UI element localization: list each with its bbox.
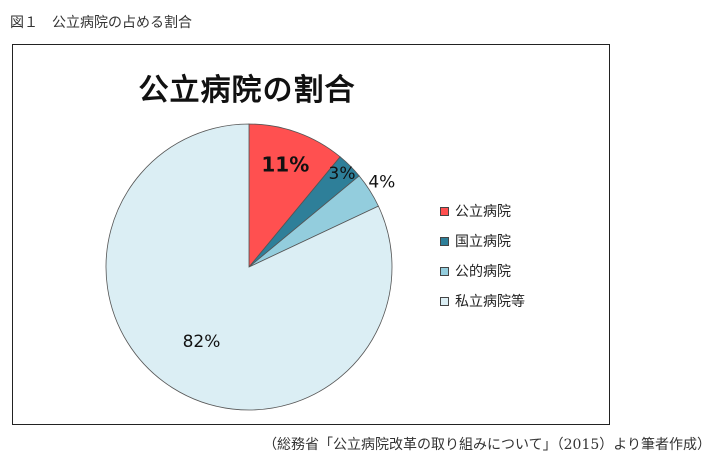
source-note: （総務省「公立病院改革の取り組みについて」（2015）より筆者作成） (263, 437, 711, 453)
legend-swatch (440, 266, 449, 276)
legend-label: 公的病院 (455, 264, 511, 280)
slice-value-label-3: 4% (368, 173, 395, 193)
legend-swatch (440, 296, 449, 306)
slice-value-label-1: 11% (261, 153, 309, 177)
chart-area: 公立病院の割合 11% 3% 4% 82% 公立病院国立病院公的病院私立病院等 (12, 44, 610, 425)
pie-chart: 11% 3% 4% 82% (105, 123, 395, 411)
legend-swatch (440, 206, 449, 216)
legend-item-1: 公立病院 (440, 196, 525, 226)
legend-item-2: 国立病院 (440, 226, 525, 256)
chart-legend: 公立病院国立病院公的病院私立病院等 (440, 196, 525, 316)
chart-title: 公立病院の割合 (138, 73, 356, 108)
legend-swatch (440, 236, 449, 246)
legend-item-4: 私立病院等 (440, 286, 525, 316)
slice-value-label-2: 3% (329, 164, 356, 184)
slice-value-label-4: 82% (183, 332, 221, 352)
pie-slice-4 (105, 123, 393, 411)
figure-caption: 図１ 公立病院の占める割合 (10, 15, 192, 31)
legend-item-3: 公的病院 (440, 256, 525, 286)
legend-label: 公立病院 (455, 204, 511, 220)
legend-label: 国立病院 (455, 234, 511, 250)
pie-slice-1 (248, 123, 341, 269)
legend-label: 私立病院等 (455, 294, 525, 310)
